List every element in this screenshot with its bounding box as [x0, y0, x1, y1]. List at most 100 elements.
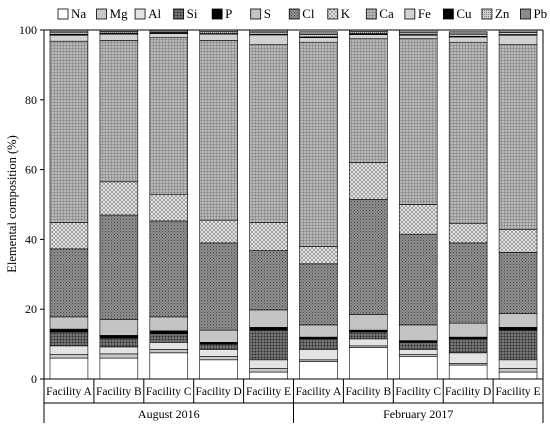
bar-segment-ca: [448, 41, 488, 224]
bar-segment-al: [398, 349, 438, 355]
bar-segment-mg: [199, 356, 238, 361]
bar-segment-ca: [49, 40, 89, 223]
legend-label: K: [341, 6, 351, 21]
bar-stack: [498, 29, 538, 380]
bar-segment-ca: [99, 40, 139, 183]
legend-label: Cu: [456, 6, 472, 21]
bar-segment-s: [199, 329, 238, 343]
y-tick-label: 20: [25, 302, 37, 316]
bar-stack: [149, 29, 189, 380]
legend-label: Mg: [110, 6, 129, 21]
legend-swatch: [173, 8, 185, 20]
y-tick-label: 0: [31, 372, 37, 386]
bar-segment-fe: [149, 33, 189, 38]
legend-item: Fe: [404, 6, 431, 21]
x-category-label: Facility A: [296, 386, 342, 398]
bar-segment-al: [49, 345, 89, 355]
bar-stack: [398, 29, 438, 380]
bar-stack: [249, 29, 288, 380]
bar-segment-cl: [299, 263, 338, 326]
bar-segment-k: [299, 246, 338, 265]
bar-segment-pb: [249, 29, 288, 33]
bar-segment-si: [149, 333, 189, 343]
bar-segment-k: [249, 222, 288, 251]
legend-swatch: [520, 8, 531, 20]
x-axis: Facility A Facility B Facility C Facility D…: [43, 378, 544, 423]
legend-item: Cl: [288, 6, 315, 21]
bar-segment-pb: [99, 29, 139, 32]
legend-swatch: [327, 8, 339, 20]
bar-segment-pb: [199, 29, 238, 33]
bar-segment-pb: [49, 29, 89, 33]
legend-swatch: [211, 8, 223, 20]
bar-segment-k: [49, 222, 89, 250]
bar-segment-p: [498, 327, 538, 331]
bar-segment-ca: [398, 38, 438, 205]
bar-segment-na: [249, 371, 288, 380]
bar-segment-ca: [199, 40, 238, 221]
bar-segment-s: [448, 322, 488, 338]
bar-segment-al: [249, 359, 288, 369]
legend-label: Al: [148, 6, 161, 21]
x-category-label: Facility D: [195, 386, 241, 398]
bar-segment-mg: [249, 368, 288, 373]
bar-segment-pb: [149, 29, 189, 32]
bar-segment-na: [498, 371, 538, 380]
bar-segment-cl: [448, 242, 488, 324]
bar-segment-mg: [498, 368, 538, 373]
bar-segment-pb: [448, 31, 488, 35]
bar-stack: [349, 29, 388, 380]
legend-label: Zn: [495, 6, 510, 21]
bar-segment-si: [498, 329, 538, 361]
bar-segment-fe: [448, 36, 488, 43]
bar-segment-si: [349, 331, 388, 340]
bar-segment-si: [99, 337, 139, 348]
bar-segment-cl: [349, 198, 388, 315]
legend-label: Cl: [302, 6, 315, 21]
bar-segment-al: [349, 338, 388, 347]
legend-item: Cu: [442, 6, 472, 21]
bar-segment-cl: [249, 250, 288, 311]
legend-item: Na: [57, 6, 86, 21]
bar-segment-cl: [49, 248, 89, 318]
bar-segment-na: [49, 357, 89, 380]
bar-segment-mg: [49, 354, 89, 359]
legend-item: Al: [134, 6, 161, 21]
bar-segment-s: [398, 324, 438, 341]
bar-segment-k: [199, 219, 238, 244]
x-category-label: Facility A: [46, 386, 92, 398]
legend-item: Si: [173, 6, 198, 21]
legend-item: Zn: [481, 6, 510, 21]
bar-segment-na: [398, 356, 438, 380]
bar-segment-na: [299, 361, 338, 380]
bar-segment-cl: [398, 233, 438, 326]
bar-segment-fe: [498, 34, 538, 45]
bars: [49, 29, 538, 380]
bar-segment-k: [149, 194, 189, 222]
bar-segment-na: [448, 364, 488, 380]
x-group-label: February 2017: [383, 407, 453, 421]
bar-segment-na: [349, 347, 388, 380]
legend-label: Na: [71, 6, 86, 21]
y-tick-label: 100: [19, 23, 37, 37]
bar-segment-s: [349, 314, 388, 331]
bar-segment-fe: [99, 33, 139, 41]
x-category-label: Facility C: [146, 386, 192, 398]
legend-swatch: [365, 8, 377, 20]
bar-segment-s: [498, 313, 538, 328]
bar-segment-zn: [249, 31, 288, 35]
bar-segment-ca: [498, 44, 538, 230]
bar-segment-mg: [149, 349, 189, 354]
bar-stack: [299, 31, 338, 380]
bar-segment-cl: [498, 252, 538, 314]
bar-segment-si: [199, 343, 238, 350]
bar-segment-na: [149, 352, 189, 380]
y-tick-label: 80: [25, 93, 37, 107]
legend-label: P: [225, 6, 232, 21]
bar-segment-cl: [99, 214, 139, 320]
bar-segment-fe: [199, 33, 238, 41]
bar-segment-s: [49, 316, 89, 330]
bar-segment-pb: [398, 29, 438, 34]
bar-segment-k: [99, 181, 139, 216]
bar-segment-ca: [349, 38, 388, 163]
